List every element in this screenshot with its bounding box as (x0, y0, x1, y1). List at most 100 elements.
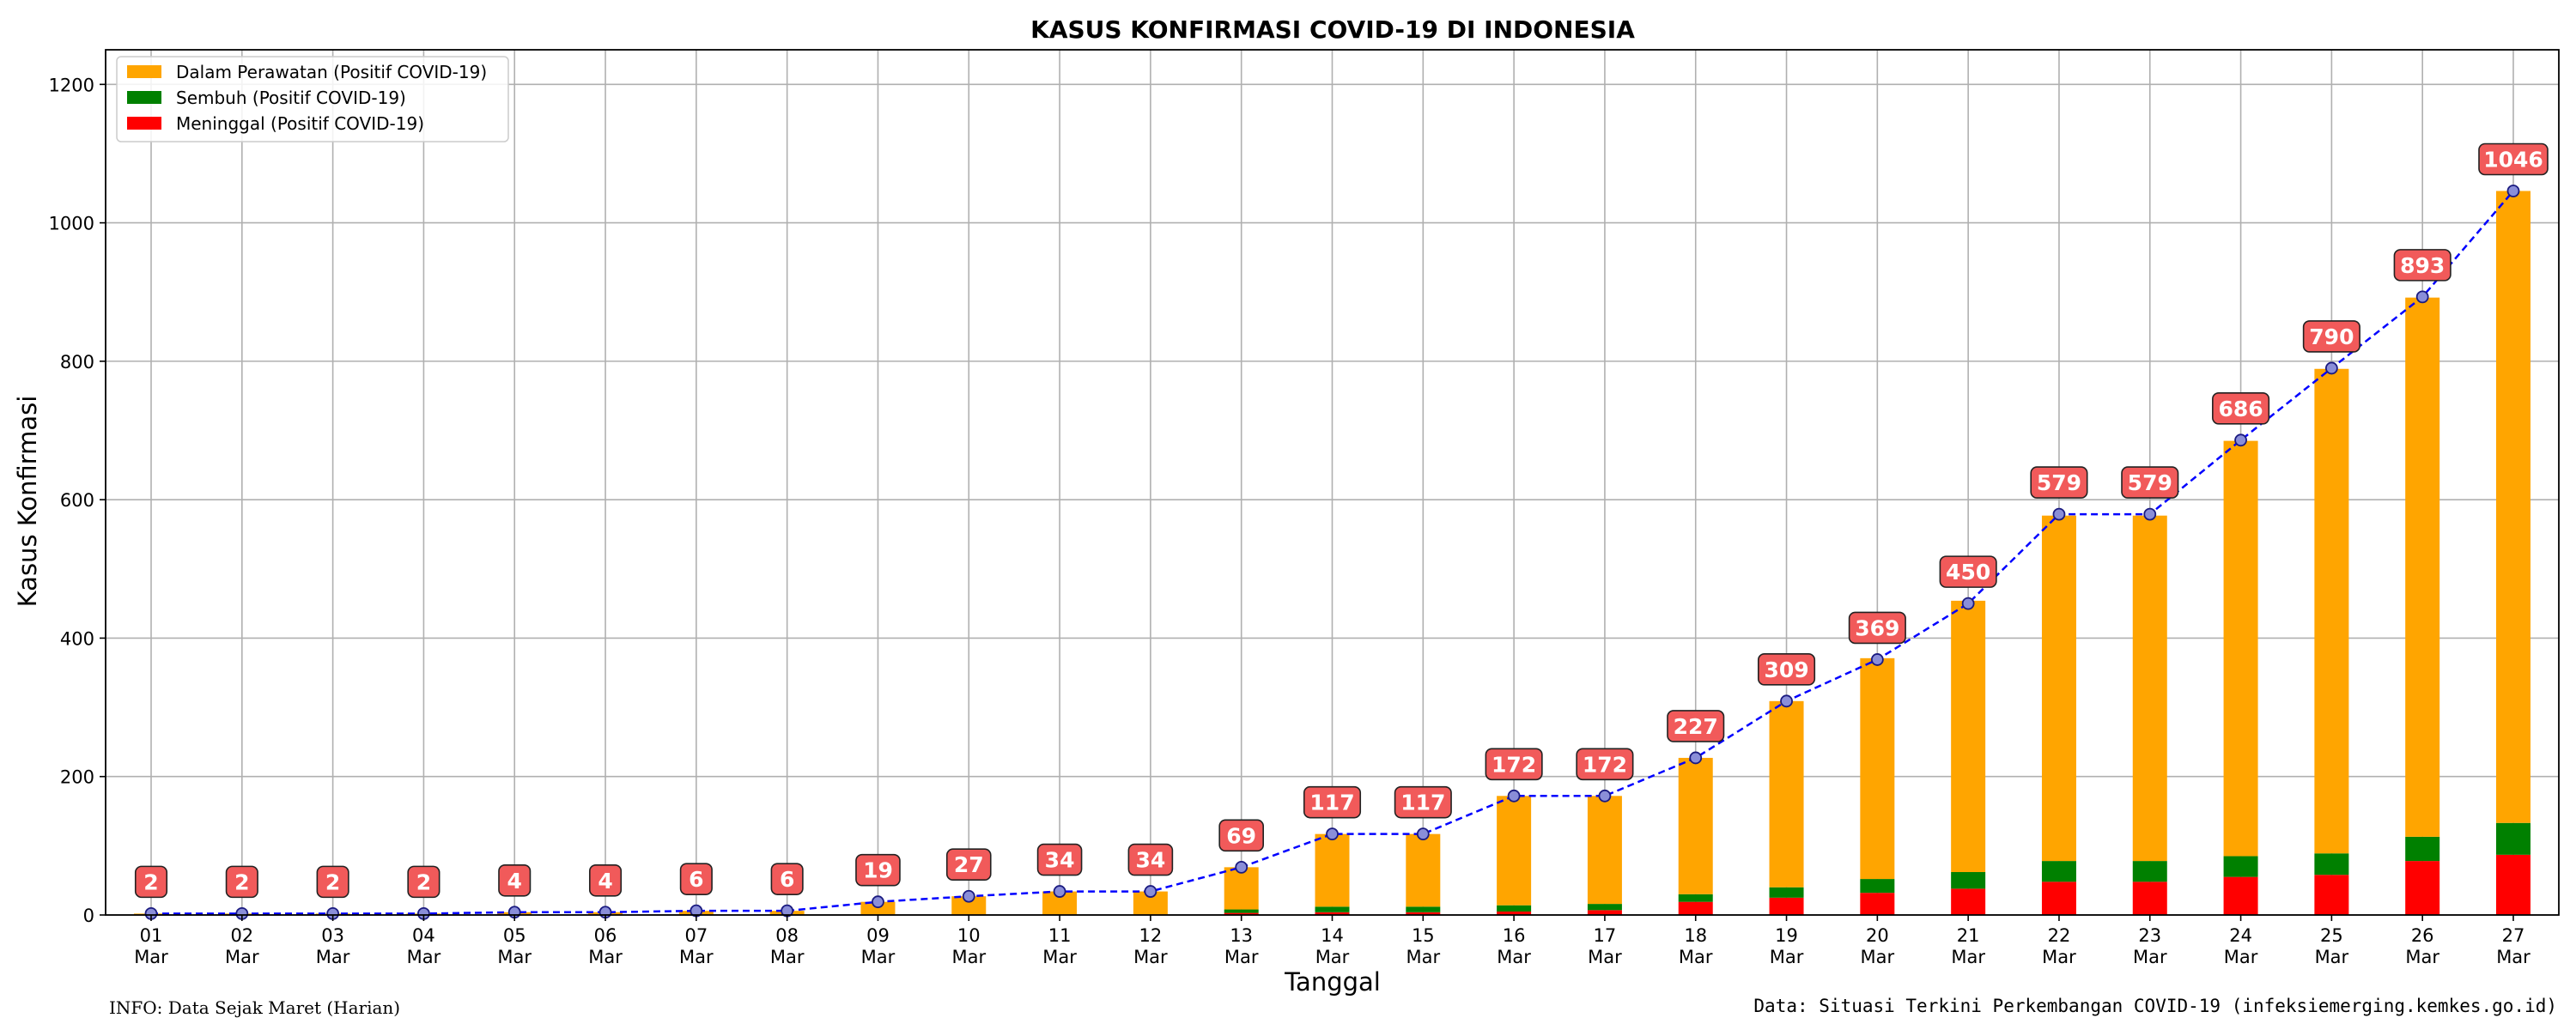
bar-segment (1587, 910, 1622, 915)
bar-segment (1951, 872, 1986, 889)
total-point (2506, 185, 2520, 197)
bar-segment (1406, 912, 1441, 915)
bar-segment (2041, 861, 2076, 882)
data-label: 34 (1135, 848, 1165, 873)
data-label-box (945, 848, 992, 882)
x-tick-label: 26 (2411, 925, 2434, 946)
x-tick-label: 05 (503, 925, 526, 946)
data-label: 1046 (2483, 148, 2543, 173)
data-label: 579 (2037, 470, 2081, 495)
total-point (2052, 507, 2066, 521)
x-tick-label: 14 (1321, 925, 1344, 946)
x-tick-label: 25 (2320, 925, 2343, 946)
x-tick-month: Mar (316, 947, 350, 967)
bar-segment (2405, 297, 2440, 837)
x-tick-label: 08 (775, 925, 799, 946)
bar-segment (2314, 853, 2349, 876)
data-label-box (1036, 843, 1083, 876)
x-tick-month: Mar (1588, 947, 1622, 967)
data-label: 450 (1946, 560, 1990, 585)
data-label-box (1848, 611, 1906, 645)
bar-segment (1678, 894, 1713, 902)
total-point (1780, 694, 1793, 708)
x-tick-month: Mar (1679, 947, 1713, 967)
data-label: 2 (325, 869, 340, 894)
bar-segment (1860, 657, 1895, 880)
bar-segment (1678, 901, 1713, 915)
data-label: 6 (689, 867, 703, 892)
x-axis-label: Tanggal (1284, 967, 1381, 997)
x-tick-month: Mar (225, 947, 259, 967)
x-tick-label: 20 (1866, 925, 1889, 946)
data-label-box (2393, 249, 2451, 282)
x-tick-label: 15 (1412, 925, 1435, 946)
data-label: 27 (954, 852, 984, 877)
bar-segment (2405, 836, 2440, 862)
x-tick-label: 11 (1048, 925, 1072, 946)
data-label: 4 (598, 869, 612, 894)
data-label: 893 (2400, 253, 2445, 278)
bar-segment (1769, 897, 1804, 915)
total-line-path (151, 190, 2514, 915)
bar-segment (2041, 515, 2076, 862)
data-label: 117 (1309, 791, 1354, 815)
data-label: 34 (1045, 848, 1075, 873)
total-point (1870, 653, 1884, 666)
x-tick-label: 13 (1230, 925, 1253, 946)
total-point (1144, 885, 1157, 898)
data-label-box (1394, 785, 1452, 819)
x-tick-month: Mar (134, 947, 168, 967)
data-label-box (588, 863, 623, 897)
data-label-box (1757, 653, 1816, 686)
x-tick-month: Mar (2224, 947, 2258, 967)
x-tick-month: Mar (679, 947, 714, 967)
bar-segment (2496, 822, 2530, 855)
bar-segment (1951, 600, 1986, 873)
data-label-box (1576, 748, 1634, 781)
bar-segment (1587, 796, 1622, 905)
x-tick-label: 17 (1594, 925, 1617, 946)
total-point (2324, 361, 2338, 375)
bar-segment (1678, 757, 1713, 894)
x-tick-label: 07 (684, 925, 708, 946)
data-label-box (1127, 843, 1174, 876)
legend-swatch (127, 117, 161, 130)
x-tick-month: Mar (2405, 947, 2439, 967)
legend-label: Sembuh (Positif COVID-19) (176, 88, 406, 108)
x-tick-month: Mar (1133, 947, 1168, 967)
bar-segment (2132, 515, 2167, 862)
x-tick-label: 21 (1957, 925, 1980, 946)
data-label-box (855, 853, 901, 887)
bar-segment (1951, 888, 1986, 915)
data-label: 172 (1492, 752, 1536, 777)
data-label: 369 (1855, 615, 1899, 640)
bar-segment (2223, 856, 2258, 877)
total-point (1326, 827, 1339, 841)
data-label: 69 (1226, 823, 1256, 848)
data-label-box (225, 865, 258, 899)
total-point (1416, 827, 1430, 841)
bar-segment (2132, 861, 2167, 882)
bar-segment (2041, 882, 2076, 915)
legend-label: Meninggal (Positif COVID-19) (176, 113, 424, 134)
x-tick-month: Mar (2315, 947, 2349, 967)
bar-segment (1315, 912, 1350, 915)
data-label: 686 (2218, 397, 2263, 421)
bar-segment (2496, 191, 2530, 823)
data-label-box (1667, 710, 1725, 742)
x-tick-label: 19 (1775, 925, 1798, 946)
total-point (1961, 597, 1975, 610)
x-tick-month: Mar (588, 947, 623, 967)
bars (134, 191, 2530, 915)
y-tick-label: 1000 (49, 214, 94, 234)
total-point (1689, 751, 1703, 765)
bar-segment (1224, 912, 1259, 915)
bar-segment (1860, 893, 1895, 915)
bar-segment (1860, 879, 1895, 894)
x-tick-month: Mar (407, 947, 441, 967)
y-tick-label: 1200 (49, 75, 94, 95)
x-tick-label: 10 (957, 925, 981, 946)
data-label-box (2030, 466, 2088, 499)
legend-swatch (127, 65, 161, 78)
data-label: 309 (1764, 657, 1808, 682)
